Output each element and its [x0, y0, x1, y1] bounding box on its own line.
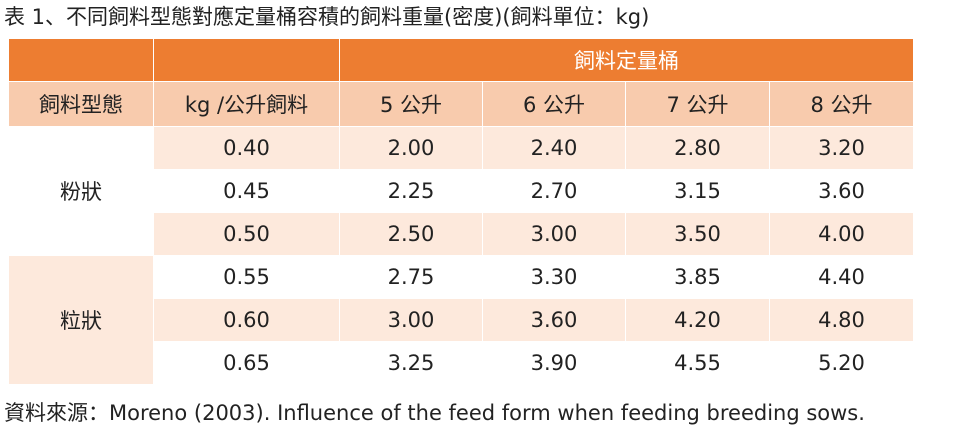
table-cell: 2.00 — [339, 126, 483, 170]
table-cell: 2.50 — [339, 212, 483, 256]
table-caption: 表 1、不同飼料型態對應定量桶容積的飼料重量(密度)(飼料單位：kg) — [4, 5, 650, 29]
table-cell: 3.00 — [482, 212, 626, 256]
feed-weight-table: 飼料定量桶 飼料型態 kg /公升飼料 5 公升 6 公升 7 公升 8 公升 … — [8, 38, 914, 385]
table-cell: 3.50 — [625, 212, 770, 256]
source-citation: 資料來源：Moreno (2003). Influence of the fee… — [4, 401, 865, 425]
col-header-6l: 6 公升 — [482, 81, 626, 127]
table-cell: 3.60 — [769, 169, 914, 213]
table-cell: 0.40 — [153, 126, 340, 170]
form-cell: 粉狀 — [8, 126, 154, 256]
table-cell: 4.40 — [769, 255, 914, 299]
table-cell: 0.60 — [153, 298, 340, 342]
table-cell: 3.20 — [769, 126, 914, 170]
table-cell: 3.15 — [625, 169, 770, 213]
table-cell: 4.00 — [769, 212, 914, 256]
table-cell: 2.25 — [339, 169, 483, 213]
table-cell: 4.20 — [625, 298, 770, 342]
col-header-8l: 8 公升 — [769, 81, 914, 127]
table-cell: 2.40 — [482, 126, 626, 170]
table-cell: 4.55 — [625, 341, 770, 385]
table-cell: 0.65 — [153, 341, 340, 385]
table-cell: 5.20 — [769, 341, 914, 385]
group-header: 飼料定量桶 — [339, 38, 914, 82]
table-row: 0.45 2.25 2.70 3.15 3.60 — [9, 169, 914, 213]
header-row-columns: 飼料型態 kg /公升飼料 5 公升 6 公升 7 公升 8 公升 — [8, 81, 914, 127]
table-row: 0.65 3.25 3.90 4.55 5.20 — [9, 341, 914, 385]
table-row: 粉狀 0.40 2.00 2.40 2.80 3.20 — [8, 126, 914, 256]
col-header-7l: 7 公升 — [625, 81, 770, 127]
table-row: 粒狀 0.55 2.75 3.30 3.85 4.40 — [8, 255, 914, 385]
table-cell: 3.30 — [482, 255, 626, 299]
col-header-5l: 5 公升 — [339, 81, 483, 127]
table-cell: 0.50 — [153, 212, 340, 256]
header-blank-cell — [153, 38, 340, 82]
table-cell: 3.00 — [339, 298, 483, 342]
header-row-group: 飼料定量桶 — [8, 38, 914, 82]
table-cell: 3.90 — [482, 341, 626, 385]
table-cell: 3.85 — [625, 255, 770, 299]
table-cell: 0.45 — [153, 169, 340, 213]
table-cell: 4.80 — [769, 298, 914, 342]
form-cell: 粒狀 — [8, 255, 154, 385]
col-header-form: 飼料型態 — [8, 81, 154, 127]
table-row: 0.50 2.50 3.00 3.50 4.00 — [9, 212, 914, 256]
table-cell: 2.80 — [625, 126, 770, 170]
table-cell: 3.25 — [339, 341, 483, 385]
col-header-density: kg /公升飼料 — [153, 81, 340, 127]
header-blank-cell — [8, 38, 154, 82]
table-cell: 0.55 — [153, 255, 340, 299]
table-cell: 3.60 — [482, 298, 626, 342]
table-cell: 2.70 — [482, 169, 626, 213]
table-cell: 2.75 — [339, 255, 483, 299]
